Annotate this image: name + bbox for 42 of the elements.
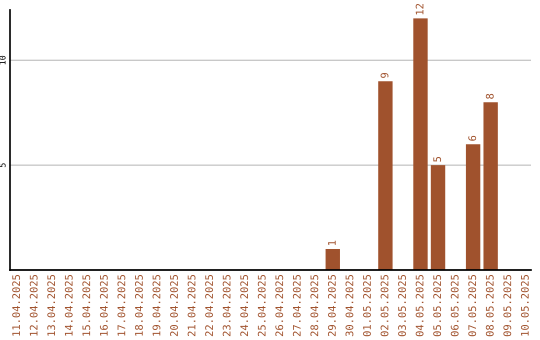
x-tick-label: 17.04.2025	[117, 275, 126, 336]
x-tick-label: 29.04.2025	[328, 275, 336, 336]
x-tick-label: 30.04.2025	[345, 275, 354, 336]
bar	[378, 81, 393, 270]
x-tick-label: 02.05.2025	[380, 275, 388, 336]
x-tick-label: 23.04.2025	[222, 275, 231, 336]
x-tick-label: 13.04.2025	[47, 275, 56, 336]
x-tick-label: 01.05.2025	[363, 275, 371, 336]
bar	[430, 165, 446, 270]
x-tick-label: 22.04.2025	[205, 275, 214, 336]
data-label: 12	[416, 4, 424, 14]
x-tick-label: 25.04.2025	[258, 275, 266, 336]
x-tick-label: 10.05.2025	[520, 275, 529, 336]
x-tick-label: 21.04.2025	[188, 275, 196, 336]
data-label: 6	[468, 136, 476, 141]
x-tick-label: 12.04.2025	[30, 275, 38, 336]
x-tick-label: 05.05.2025	[433, 275, 442, 336]
bar	[483, 102, 498, 270]
data-label: 8	[486, 94, 494, 99]
x-tick-label: 06.05.2025	[450, 275, 459, 336]
bar	[326, 249, 340, 270]
data-label: 5	[433, 156, 442, 162]
x-tick-label: 16.04.2025	[100, 275, 108, 336]
bar	[466, 144, 480, 270]
data-label: 9	[380, 72, 388, 78]
data-label: 1	[328, 240, 336, 246]
x-tick-label: 07.05.2025	[468, 275, 476, 336]
x-tick-label: 26.04.2025	[275, 275, 284, 336]
x-tick-label: 04.05.2025	[416, 275, 424, 336]
x-tick-label: 28.04.2025	[310, 275, 318, 336]
x-tick-label: 09.05.2025	[503, 275, 512, 336]
x-tick-label: 11.04.2025	[12, 275, 20, 336]
x-tick-label: 03.05.2025	[398, 275, 406, 336]
x-tick-label: 14.04.2025	[64, 275, 73, 336]
bar	[413, 18, 428, 270]
x-tick-label: 20.04.2025	[170, 275, 178, 336]
x-tick-label: 27.04.2025	[292, 275, 301, 336]
x-tick-label: 24.04.2025	[240, 275, 248, 336]
x-tick-label: 19.04.2025	[152, 275, 160, 336]
x-tick-label: 15.04.2025	[82, 275, 90, 336]
x-tick-label: 08.05.2025	[486, 275, 494, 336]
x-tick-label: 18.04.2025	[134, 275, 143, 336]
